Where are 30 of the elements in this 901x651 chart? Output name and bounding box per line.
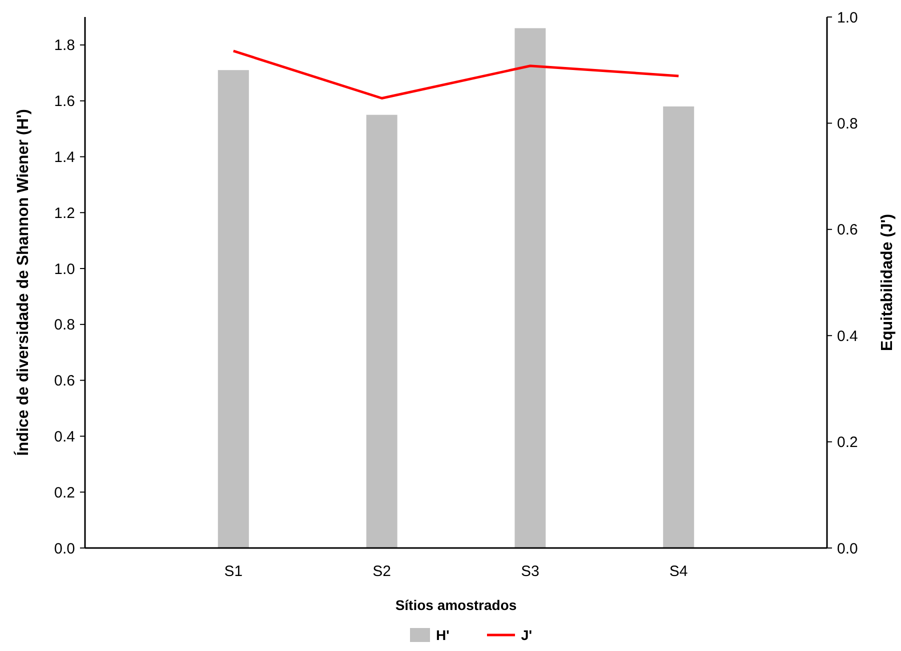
- y-tick-label: 0.6: [54, 372, 75, 390]
- y-tick-label: 0.8: [54, 316, 75, 334]
- y2-axis-title: Equitabilidade (J'): [879, 214, 896, 352]
- y2-tick-label: 0.4: [837, 328, 858, 345]
- bar: [366, 114, 398, 548]
- y-tick-label: 1.2: [54, 204, 75, 222]
- x-tick-label: S2: [372, 563, 391, 580]
- x-tick-label: S1: [224, 563, 243, 580]
- y2-tick-label: 0.6: [837, 222, 858, 239]
- y2-tick-label: 0.2: [837, 434, 858, 452]
- y2-tick-label: 1.0: [837, 9, 858, 26]
- x-axis-title: Sítios amostrados: [395, 597, 517, 613]
- y-tick-label: 1.0: [54, 260, 75, 278]
- y2-tick-label: 0.0: [837, 540, 858, 558]
- y-axis-title: Índice de diversidade de Shannon Wiener (H'): [13, 109, 32, 456]
- y-tick-label: 1.8: [54, 37, 75, 54]
- line-series: [232, 50, 680, 100]
- x-tick-label: S3: [521, 563, 540, 580]
- y-tick-label: 0.4: [54, 428, 75, 446]
- y2-tick-label: 0.8: [837, 115, 858, 132]
- x-tick-label: S4: [669, 563, 688, 580]
- y-tick-label: 0.2: [54, 484, 75, 502]
- legend-label: J': [521, 627, 532, 643]
- y-tick-label: 0.0: [54, 540, 75, 558]
- y-tick-label: 1.6: [54, 93, 75, 110]
- bar: [663, 106, 694, 548]
- y-tick-label: 1.4: [54, 148, 75, 166]
- bar: [514, 28, 546, 548]
- legend-label: H': [436, 627, 450, 643]
- bar: [218, 70, 249, 548]
